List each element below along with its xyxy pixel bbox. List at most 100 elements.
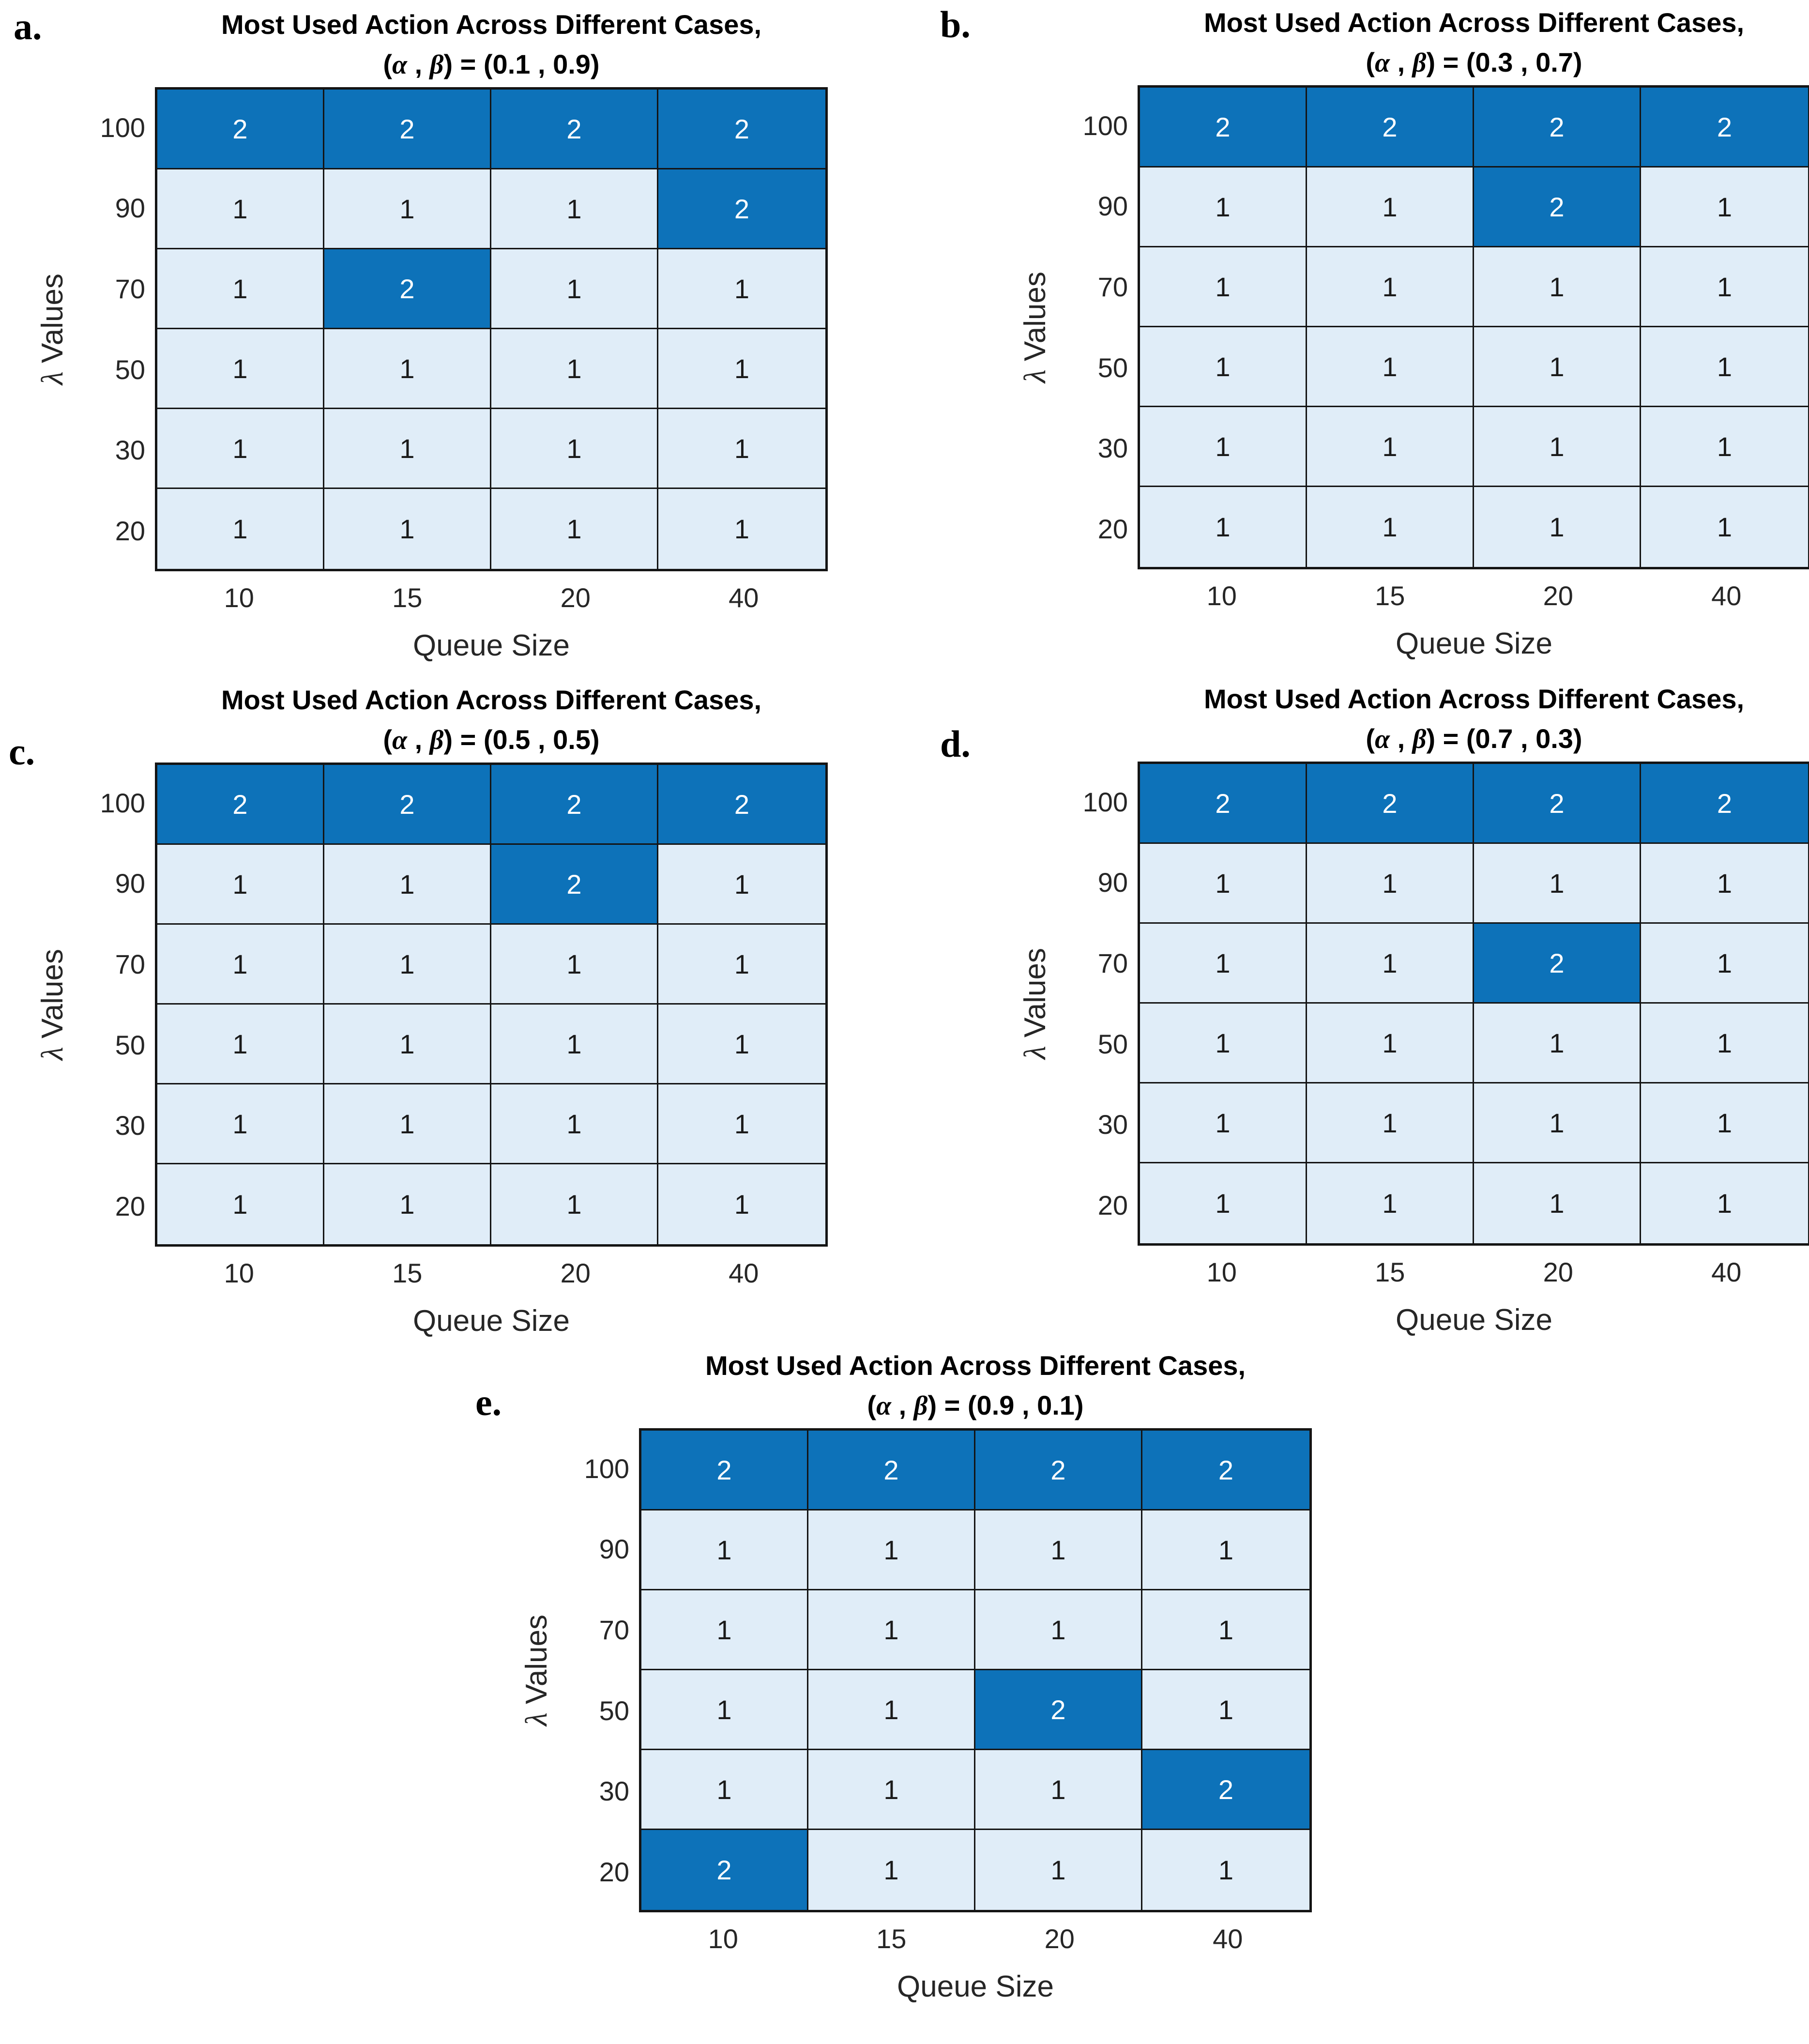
heatmap-cell: 2 [641, 1431, 808, 1510]
x-axis-ticks: 10 15 20 40 [639, 1923, 1312, 1954]
x-tick-label: 15 [876, 1923, 907, 1954]
heatmap-cell: 1 [1307, 844, 1474, 924]
y-axis-ticks: 100 90 70 50 30 20 [1055, 762, 1128, 1246]
heatmap-cell: 1 [1474, 1004, 1641, 1083]
chart-title: Most Used Action Across Different Cases,… [1138, 679, 1809, 759]
heatmap-cell: 1 [157, 845, 324, 925]
heatmap-cell: 1 [1140, 1163, 1307, 1243]
x-tick-label: 10 [708, 1923, 738, 1954]
lambda-symbol: λ [35, 371, 70, 385]
heatmap-cell: 1 [491, 1084, 658, 1164]
y-tick-label: 70 [1097, 948, 1128, 979]
chart-title-line1: Most Used Action Across Different Cases, [1203, 684, 1745, 714]
y-tick-label: 20 [1097, 514, 1128, 545]
title-math-close: ) = [1426, 723, 1466, 754]
heatmap-cell: 1 [1641, 1163, 1808, 1243]
heatmap-cell: 1 [808, 1510, 975, 1590]
chart-title-line1: Most Used Action Across Different Cases, [705, 1350, 1246, 1381]
alpha-symbol: α [392, 50, 408, 80]
heatmap-cell: 1 [1641, 327, 1808, 407]
y-tick-label: 90 [1097, 191, 1128, 222]
beta-symbol: β [913, 1391, 928, 1421]
heatmap-cell: 1 [658, 249, 825, 329]
heatmap-cell: 1 [1307, 487, 1474, 567]
alpha-symbol: α [1375, 48, 1390, 78]
heatmap-cell: 1 [157, 925, 324, 1005]
x-tick-label: 20 [560, 1258, 591, 1288]
x-tick-label: 10 [224, 1258, 254, 1288]
y-tick-label: 30 [115, 1110, 145, 1141]
heatmap-cell: 1 [1641, 844, 1808, 924]
x-tick-label: 20 [560, 582, 591, 613]
title-math-close: ) = [443, 724, 484, 755]
heatmap-cell: 2 [975, 1431, 1142, 1510]
heatmap-cell: 1 [975, 1590, 1142, 1670]
y-tick-label: 50 [115, 1029, 145, 1060]
heatmap-panel-e: Most Used Action Across Different Cases,… [513, 1346, 1312, 2024]
chart-title-line1: Most Used Action Across Different Cases, [1203, 7, 1745, 38]
heatmap-cell: 2 [1641, 88, 1808, 168]
y-axis-ticks: 100 90 70 50 30 20 [557, 1428, 629, 1912]
x-tick-label: 15 [1375, 580, 1405, 611]
heatmap-panel-c: Most Used Action Across Different Cases,… [29, 680, 828, 1358]
heatmap-cell: 1 [1140, 327, 1307, 407]
heatmap-cell: 1 [658, 1005, 825, 1084]
x-tick-label: 15 [392, 1258, 423, 1288]
heatmap-cell: 1 [1142, 1670, 1309, 1750]
heatmap-cell: 1 [1140, 1083, 1307, 1163]
y-tick-label: 100 [584, 1453, 629, 1484]
chart-title-line1: Most Used Action Across Different Cases, [221, 9, 762, 40]
heatmap-cell: 2 [491, 90, 658, 169]
title-math-sep: , [407, 724, 430, 755]
heatmap-cell: 1 [157, 169, 324, 249]
heatmap-cell: 1 [1140, 487, 1307, 567]
x-tick-label: 40 [1711, 1257, 1742, 1287]
heatmap-cell: 1 [1307, 407, 1474, 487]
y-tick-label: 70 [115, 949, 145, 980]
heatmap-cell: 1 [1641, 168, 1808, 247]
x-tick-label: 40 [729, 1258, 759, 1288]
beta-symbol: β [429, 50, 444, 80]
heatmap-cell: 1 [491, 169, 658, 249]
heatmap-cell: 2 [157, 90, 324, 169]
heatmap-cell: 1 [658, 925, 825, 1005]
beta-symbol: β [429, 725, 444, 755]
heatmap-cell: 1 [808, 1590, 975, 1670]
lambda-symbol: λ [1018, 1046, 1052, 1059]
y-tick-label: 50 [1097, 1028, 1128, 1059]
heatmap-cell: 1 [157, 1005, 324, 1084]
heatmap-cell: 1 [1140, 168, 1307, 247]
heatmap-cell: 1 [324, 169, 491, 249]
y-axis-label: λ Values [33, 763, 72, 1247]
title-math-open: ( [1366, 47, 1375, 77]
y-tick-label: 20 [115, 1191, 145, 1222]
x-axis-label: Queue Size [413, 629, 570, 662]
x-axis-ticks: 10 15 20 40 [155, 1257, 828, 1289]
y-tick-label: 70 [599, 1615, 629, 1646]
title-math-open: ( [383, 724, 393, 755]
y-axis-ticks: 100 90 70 50 30 20 [73, 87, 145, 571]
heatmap-panel-d: Most Used Action Across Different Cases,… [1012, 679, 1809, 1357]
chart-title: Most Used Action Across Different Cases,… [155, 5, 828, 85]
heatmap-cell: 1 [157, 329, 324, 409]
title-math-close: ) = [443, 49, 484, 79]
heatmap-cell: 1 [1474, 407, 1641, 487]
x-tick-label: 20 [1044, 1923, 1075, 1954]
heatmap-cell: 1 [1142, 1590, 1309, 1670]
heatmap-cell: 2 [1474, 764, 1641, 844]
y-tick-label: 90 [115, 868, 145, 899]
y-tick-label: 50 [599, 1695, 629, 1726]
heatmap-cell: 1 [491, 925, 658, 1005]
heatmap-cell: 1 [1474, 327, 1641, 407]
heatmap-cell: 2 [324, 249, 491, 329]
y-tick-label: 100 [100, 787, 145, 818]
y-axis-label-text: Values [520, 1615, 554, 1713]
x-tick-label: 10 [1206, 580, 1237, 611]
x-tick-label: 40 [729, 582, 759, 613]
panel-letter-e: e. [475, 1381, 502, 1423]
heatmap-cell: 1 [1140, 1004, 1307, 1083]
heatmap-cell: 1 [808, 1670, 975, 1750]
title-math-sep: , [407, 49, 430, 79]
heatmap-panel-a: Most Used Action Across Different Cases,… [29, 5, 828, 683]
